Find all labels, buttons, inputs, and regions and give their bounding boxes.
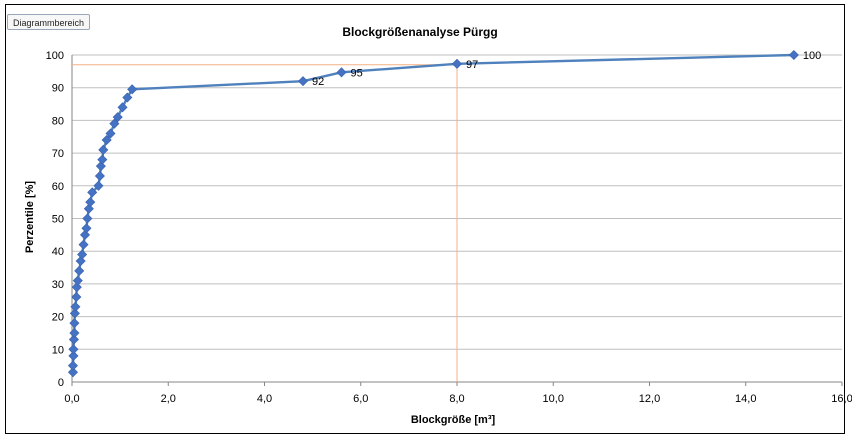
data-point-5 xyxy=(69,327,80,338)
data-point-21 xyxy=(87,187,98,198)
data-point-6 xyxy=(69,318,80,329)
data-label-92: 92 xyxy=(312,76,324,88)
chart-title: Blockgrößenanalyse Pürgg xyxy=(342,25,497,39)
data-point-30 xyxy=(112,112,123,123)
data-point-3 xyxy=(68,344,79,355)
data-label-100: 100 xyxy=(803,50,821,62)
y-tick-label-80: 80 xyxy=(52,115,64,127)
data-point-26 xyxy=(98,144,109,155)
data-point-13 xyxy=(75,255,86,267)
x-tick-label-6: 12,0 xyxy=(639,393,660,405)
series-group: 92 95 97 100 xyxy=(67,49,821,378)
data-point-36 xyxy=(451,58,463,69)
tick-labels: 0 10 20 30 40 50 60 70 80 90 100 0,0 2,0 4,0 6,0 8,0 10,… xyxy=(46,50,852,405)
data-point-16 xyxy=(79,229,91,240)
y-tick-label-0: 0 xyxy=(58,377,64,389)
data-point-35 xyxy=(336,67,347,78)
y-tick-label-90: 90 xyxy=(52,83,64,95)
data-point-1 xyxy=(67,360,78,371)
chart-area-tab: Diagrammbereich xyxy=(7,14,91,30)
data-point-32 xyxy=(122,92,133,103)
x-axis-title: Blockgröße [m³] xyxy=(411,414,496,426)
y-tick-label-50: 50 xyxy=(52,214,64,226)
data-point-19 xyxy=(83,203,94,214)
data-point-27 xyxy=(101,134,112,146)
y-tick-label-100: 100 xyxy=(46,50,64,62)
data-point-37 xyxy=(788,49,799,61)
data-point-29 xyxy=(109,118,120,129)
y-axis-title: Perzentile [%] xyxy=(24,181,36,253)
data-point-31 xyxy=(117,102,128,113)
x-tick-label-2: 4,0 xyxy=(257,393,272,405)
y-tick-label-40: 40 xyxy=(52,246,64,258)
data-label-95: 95 xyxy=(351,67,363,79)
data-point-25 xyxy=(97,154,108,165)
x-tick-label-8: 16,0 xyxy=(831,393,852,405)
data-point-9 xyxy=(71,291,82,303)
reference-lines xyxy=(72,64,458,382)
x-tick-label-1: 2,0 xyxy=(161,393,176,405)
data-point-8 xyxy=(70,301,81,312)
data-point-0 xyxy=(67,367,78,378)
data-point-20 xyxy=(85,197,96,208)
data-point-14 xyxy=(77,249,88,260)
y-tick-label-70: 70 xyxy=(52,148,64,160)
y-tick-label-10: 10 xyxy=(52,344,64,356)
data-point-34 xyxy=(297,76,309,87)
data-point-33 xyxy=(127,84,138,95)
x-tick-label-5: 10,0 xyxy=(543,393,564,405)
data-point-22 xyxy=(93,180,104,191)
y-tick-label-60: 60 xyxy=(52,181,64,193)
data-point-4 xyxy=(68,334,79,345)
series-line xyxy=(71,53,794,373)
data-point-11 xyxy=(72,275,83,286)
data-point-2 xyxy=(68,350,79,361)
data-point-17 xyxy=(81,223,92,234)
y-tick-label-30: 30 xyxy=(52,279,64,291)
data-label-97: 97 xyxy=(466,59,478,71)
data-point-23 xyxy=(94,170,105,182)
x-tick-label-3: 6,0 xyxy=(353,393,368,405)
data-point-7 xyxy=(69,308,80,319)
data-point-10 xyxy=(71,282,82,293)
data-point-15 xyxy=(78,239,89,250)
data-point-28 xyxy=(105,128,116,139)
y-tick-label-20: 20 xyxy=(52,312,64,324)
x-tick-label-0: 0,0 xyxy=(64,393,79,405)
x-tick-label-7: 14,0 xyxy=(735,393,756,405)
data-point-24 xyxy=(95,161,106,172)
data-point-12 xyxy=(74,265,85,276)
data-point-18 xyxy=(82,213,93,224)
x-tick-label-4: 8,0 xyxy=(449,393,464,405)
